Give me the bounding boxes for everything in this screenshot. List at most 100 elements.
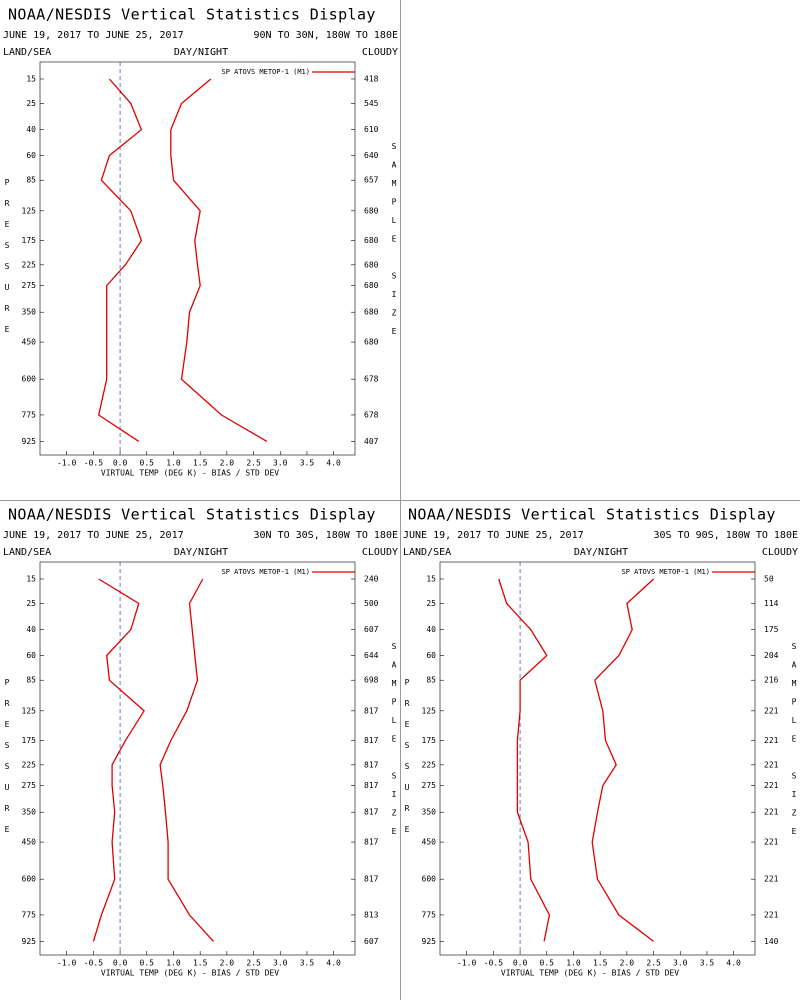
y-tick-label: 60: [26, 651, 36, 660]
y-axis-label: PRESSURE: [3, 678, 12, 846]
sample-size: 644: [364, 651, 379, 660]
sample-size: 175: [764, 625, 779, 634]
chart-title: NOAA/NESDIS Vertical Statistics Display: [8, 6, 376, 24]
x-tick-label: 1.5: [193, 959, 208, 968]
y2-axis-label: SAMPLE SIZE: [790, 642, 799, 846]
x-tick-label: 1.0: [166, 959, 181, 968]
chart-panel: NOAA/NESDIS Vertical Statistics Display J…: [403, 506, 799, 978]
day-night: DAY/NIGHT: [174, 547, 228, 558]
y-tick-label: 600: [22, 375, 37, 384]
std-dev-line: [170, 78, 268, 442]
y-tick-label: 275: [22, 781, 37, 790]
sample-size: 607: [364, 625, 379, 634]
sample-size: 817: [364, 706, 379, 715]
y-tick-label: 350: [422, 808, 437, 817]
y-tick-label: 15: [426, 574, 436, 583]
y-tick-label: 225: [22, 260, 37, 269]
sample-size: 813: [364, 910, 379, 919]
sample-size: 817: [364, 808, 379, 817]
legend-label: SP ATOVS METOP-1 (M1): [221, 568, 310, 576]
x-tick-label: 0.5: [540, 959, 555, 968]
sample-size: 221: [764, 808, 779, 817]
y-tick-label: 350: [22, 808, 37, 817]
y-tick-label: 40: [426, 625, 436, 634]
x-tick-label: 0.0: [513, 959, 528, 968]
y-tick-label: 85: [26, 676, 36, 685]
chart-panel: NOAA/NESDIS Vertical Statistics Display J…: [3, 506, 399, 978]
x-tick-label: -1.0: [457, 959, 476, 968]
x-tick-label: 0.5: [140, 959, 155, 968]
sample-size: 221: [764, 838, 779, 847]
x-tick-label: -1.0: [57, 459, 76, 468]
y2-axis-label: SAMPLE SIZE: [390, 642, 399, 846]
sample-size: 817: [364, 781, 379, 790]
sample-size: 817: [364, 736, 379, 745]
y-tick-label: 925: [422, 937, 437, 946]
y-tick-label: 15: [26, 74, 36, 83]
x-tick-label: -0.5: [84, 959, 103, 968]
x-tick-label: 3.5: [300, 459, 315, 468]
sample-size: 216: [764, 676, 779, 685]
y-tick-label: 225: [422, 760, 437, 769]
y-tick-label: 125: [22, 706, 37, 715]
y2-axis-label: SAMPLE SIZE: [390, 142, 399, 346]
x-tick-label: 2.0: [220, 959, 235, 968]
x-tick-label: -1.0: [57, 959, 76, 968]
x-tick-label: 3.5: [700, 959, 715, 968]
y-tick-label: 350: [22, 308, 37, 317]
y-tick-label: 225: [22, 760, 37, 769]
date-range: JUNE 19, 2017 TO JUNE 25, 2017: [3, 530, 184, 541]
x-tick-label: 2.5: [246, 959, 261, 968]
chart-panel: NOAA/NESDIS Vertical Statistics Display J…: [3, 6, 399, 478]
x-tick-label: -0.5: [84, 459, 103, 468]
sample-size: 50: [764, 574, 774, 583]
y-tick-label: 925: [22, 937, 37, 946]
sample-size: 500: [364, 599, 379, 608]
y-tick-label: 450: [22, 838, 37, 847]
cloudy: CLOUDY: [762, 547, 798, 558]
sample-size: 140: [764, 937, 779, 946]
y-tick-label: 275: [422, 781, 437, 790]
sample-size: 221: [764, 706, 779, 715]
bias-line: [92, 578, 145, 942]
x-tick-label: 1.0: [566, 959, 581, 968]
sample-size: 680: [364, 281, 379, 290]
region: 90N TO 30N, 180W TO 180E: [254, 30, 399, 41]
x-tick-label: 3.0: [273, 959, 288, 968]
legend-label: SP ATOVS METOP-1 (M1): [221, 68, 310, 76]
sample-size: 680: [364, 308, 379, 317]
y-tick-label: 775: [422, 910, 437, 919]
y-tick-label: 175: [422, 736, 437, 745]
sample-size: 680: [364, 338, 379, 347]
cloudy: CLOUDY: [362, 547, 398, 558]
y-axis-label: PRESSURE: [403, 678, 412, 846]
sample-size: 678: [364, 410, 379, 419]
y-tick-label: 85: [426, 676, 436, 685]
day-night: DAY/NIGHT: [574, 547, 628, 558]
sample-size: 221: [764, 760, 779, 769]
y-tick-label: 15: [26, 574, 36, 583]
x-tick-label: 2.0: [620, 959, 635, 968]
x-tick-label: 3.0: [673, 959, 688, 968]
y-tick-label: 450: [422, 838, 437, 847]
sample-size: 680: [364, 236, 379, 245]
y-axis-label: PRESSURE: [3, 178, 12, 346]
legend-label: SP ATOVS METOP-1 (M1): [621, 568, 710, 576]
sample-size: 817: [364, 838, 379, 847]
y-tick-label: 60: [426, 651, 436, 660]
x-tick-label: 2.5: [246, 459, 261, 468]
sample-size: 698: [364, 676, 379, 685]
y-tick-label: 275: [22, 281, 37, 290]
x-tick-label: 4.0: [326, 959, 341, 968]
day-night: DAY/NIGHT: [174, 47, 228, 58]
y-tick-label: 60: [26, 151, 36, 160]
sample-size: 204: [764, 651, 779, 660]
sample-size: 545: [364, 99, 379, 108]
x-tick-label: 4.0: [726, 959, 741, 968]
plot-frame: [39, 561, 356, 956]
sample-size: 221: [764, 781, 779, 790]
y-tick-label: 40: [26, 625, 36, 634]
x-axis-label: VIRTUAL TEMP (DEG K) - BIAS / STD DEV: [101, 469, 279, 478]
sample-size: 114: [764, 599, 779, 608]
y-tick-label: 85: [26, 176, 36, 185]
